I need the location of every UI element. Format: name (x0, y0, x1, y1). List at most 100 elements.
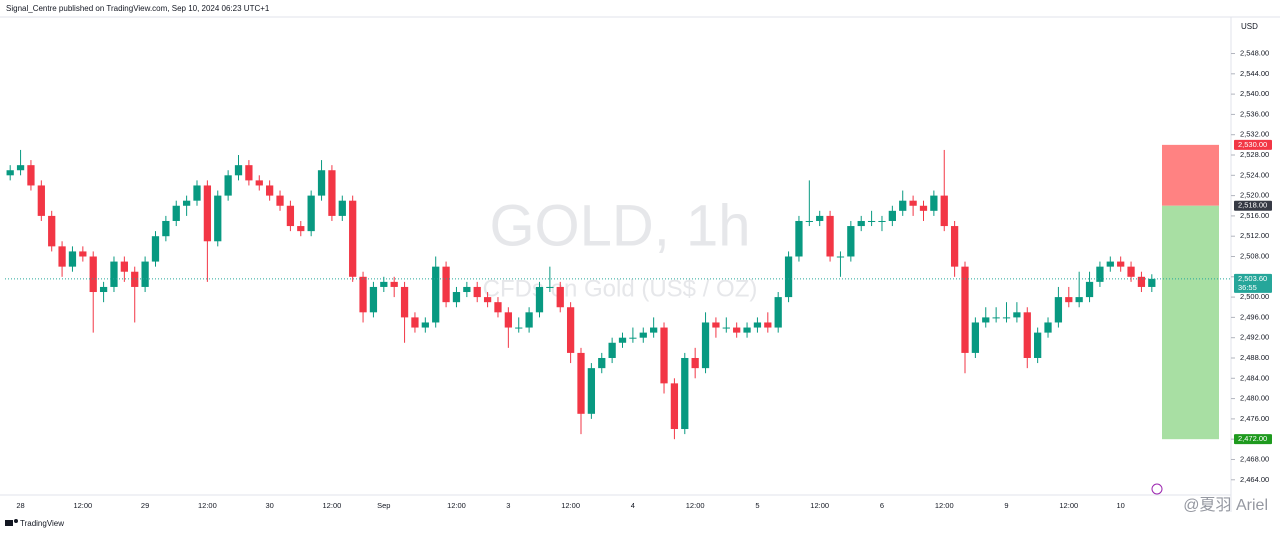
candle-body (888, 210, 896, 221)
candle-body (276, 195, 284, 206)
candle-body (307, 195, 315, 232)
candle-body (753, 322, 762, 328)
candle-body (774, 297, 782, 328)
candle-body (587, 368, 596, 414)
candle-body (940, 195, 948, 227)
candle-body (89, 256, 97, 293)
x-tick-label: 12:00 (447, 501, 466, 510)
candle-body (214, 195, 222, 242)
candle-body (712, 322, 720, 328)
y-tick-label: 2,516.00 (1240, 211, 1269, 220)
alert-icon[interactable] (1151, 483, 1163, 495)
candle-body (660, 327, 668, 384)
x-tick-label: 28 (16, 501, 24, 510)
x-tick-label: 12:00 (686, 501, 705, 510)
candle-body (16, 165, 25, 171)
y-tick-label: 2,480.00 (1240, 394, 1269, 403)
candle-body (650, 327, 658, 333)
candle-body (878, 220, 886, 222)
candle-body (795, 220, 803, 257)
candle-body (618, 337, 627, 343)
candle-body (110, 261, 118, 287)
candle-body (27, 165, 35, 186)
candle-body (286, 205, 295, 227)
candle-body (805, 220, 813, 222)
candle-body (494, 302, 502, 313)
candle-body (1127, 266, 1135, 277)
candle-body (816, 215, 824, 221)
symbol-description: CFDs on Gold (US$ / OZ) (483, 275, 758, 302)
y-tick-label: 2,532.00 (1240, 130, 1269, 139)
candle-body (359, 276, 367, 313)
candle-body (349, 200, 357, 277)
candle-body (1065, 297, 1073, 303)
candle-body (733, 327, 741, 333)
candle-body (566, 307, 575, 353)
candle-body (58, 246, 66, 267)
candle-body (380, 281, 388, 287)
brand-logo: TradingView (5, 519, 64, 528)
candle-body (691, 357, 699, 369)
candle-body (452, 292, 461, 303)
candle-body (857, 220, 865, 227)
candle-body (255, 180, 263, 186)
candle-body (1023, 312, 1031, 358)
candle-body (1148, 278, 1156, 287)
candle-body (1085, 281, 1094, 298)
target-zone (1162, 205, 1219, 440)
candle-body (504, 312, 512, 328)
y-tick-label: 2,468.00 (1240, 454, 1269, 463)
x-tick-label: 12:00 (935, 501, 954, 510)
candle-body (608, 342, 616, 358)
candle-body (390, 281, 398, 287)
y-tick-label: 2,488.00 (1240, 353, 1269, 362)
candle-body (151, 236, 160, 262)
candle-body (598, 357, 606, 369)
y-tick-label: 2,492.00 (1240, 333, 1269, 342)
candle-body (400, 286, 409, 318)
candle-body (369, 286, 378, 313)
candle-body (193, 185, 201, 201)
brand: TradingView (20, 519, 64, 528)
candle-body (899, 200, 907, 211)
y-tick-label: 2,496.00 (1240, 312, 1269, 321)
candle-body (203, 185, 212, 242)
candle-body (546, 286, 554, 288)
x-tick-label: 3 (506, 501, 510, 510)
candle-body (79, 251, 87, 257)
candle-body (577, 352, 585, 414)
y-tick-label: 2,536.00 (1240, 109, 1269, 118)
candle-body (131, 271, 139, 287)
candle-body (120, 261, 128, 272)
candle-body (297, 226, 305, 232)
symbol-watermark: GOLD, 1h (489, 193, 750, 258)
candle-body (515, 327, 523, 329)
price-tag-label: 2,472.00 (1238, 434, 1267, 443)
candle-body (1137, 276, 1146, 287)
candle-body (266, 185, 274, 196)
candle-body (37, 185, 45, 216)
candle-body (245, 165, 253, 181)
candle-body (670, 383, 679, 430)
y-tick-label: 2,548.00 (1240, 49, 1269, 58)
candle-body (629, 337, 637, 339)
x-tick-label: 12:00 (561, 501, 580, 510)
candle-body (224, 175, 232, 196)
candle-body (162, 220, 170, 237)
x-tick-label: 10 (1117, 501, 1125, 510)
watermark: @夏羽 Ariel (1183, 497, 1268, 514)
candle-body (909, 200, 917, 206)
candle-body (182, 200, 191, 206)
candle-body (784, 256, 793, 298)
candle-body (681, 357, 689, 430)
candle-body (48, 215, 56, 247)
candle-body (1096, 266, 1104, 282)
y-tick-label: 2,520.00 (1240, 191, 1269, 200)
candle-body (826, 215, 834, 257)
candle-body (764, 322, 772, 328)
candle-body (930, 195, 938, 211)
x-tick-label: 12:00 (323, 501, 342, 510)
candle-body (432, 266, 440, 323)
y-tick-label: 2,544.00 (1240, 69, 1269, 78)
candle-body (141, 261, 149, 287)
